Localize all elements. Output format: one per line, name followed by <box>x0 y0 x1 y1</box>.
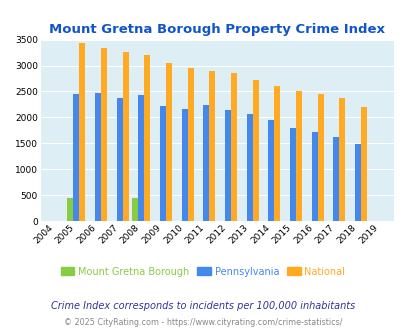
Bar <box>224 110 230 221</box>
Bar <box>138 95 144 221</box>
Bar <box>354 144 360 221</box>
Bar <box>132 198 138 221</box>
Bar <box>181 109 187 221</box>
Bar <box>101 49 107 221</box>
Bar <box>144 55 150 221</box>
Bar <box>203 106 209 221</box>
Bar <box>295 91 301 221</box>
Bar <box>311 132 317 221</box>
Bar <box>67 198 73 221</box>
Bar <box>73 93 79 221</box>
Bar <box>230 73 237 221</box>
Bar <box>360 107 366 221</box>
Bar <box>317 93 323 221</box>
Legend: Mount Gretna Borough, Pennsylvania, National: Mount Gretna Borough, Pennsylvania, Nati… <box>57 263 348 280</box>
Bar <box>209 71 215 221</box>
Bar <box>252 80 258 221</box>
Text: © 2025 CityRating.com - https://www.cityrating.com/crime-statistics/: © 2025 CityRating.com - https://www.city… <box>64 318 341 327</box>
Bar <box>274 86 280 221</box>
Bar <box>166 63 172 221</box>
Bar <box>333 137 339 221</box>
Bar <box>95 93 101 221</box>
Bar <box>116 98 122 221</box>
Bar <box>160 107 166 221</box>
Bar <box>122 51 128 221</box>
Bar <box>289 128 295 221</box>
Title: Mount Gretna Borough Property Crime Index: Mount Gretna Borough Property Crime Inde… <box>49 23 384 36</box>
Bar <box>268 120 274 221</box>
Text: Crime Index corresponds to incidents per 100,000 inhabitants: Crime Index corresponds to incidents per… <box>51 301 354 311</box>
Bar <box>187 68 193 221</box>
Bar <box>246 114 252 221</box>
Bar <box>339 98 345 221</box>
Bar <box>79 43 85 221</box>
